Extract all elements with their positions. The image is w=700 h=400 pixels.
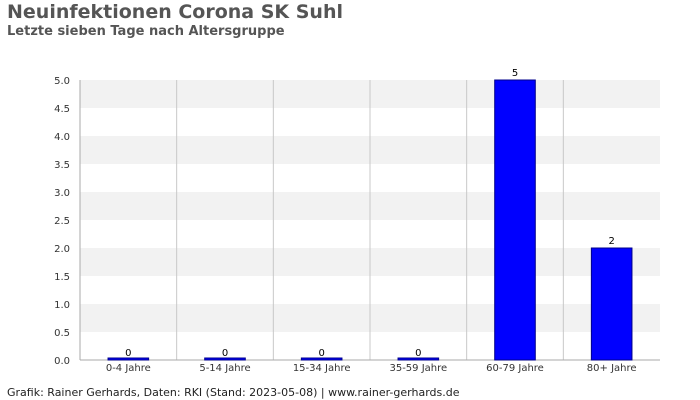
y-tick-label: 2.0 — [54, 244, 70, 255]
chart-subtitle: Letzte sieben Tage nach Altersgruppe — [7, 24, 285, 39]
x-tick-label: 15-34 Jahre — [293, 363, 351, 374]
y-tick-label: 5.0 — [54, 76, 70, 87]
bar-value-label: 0 — [318, 348, 324, 359]
y-tick-label: 4.5 — [54, 104, 70, 115]
bar-value-label: 5 — [512, 68, 518, 79]
bar — [204, 357, 246, 361]
bar-value-label: 2 — [608, 236, 614, 247]
x-tick-label: 80+ Jahre — [587, 363, 637, 374]
bar — [590, 247, 633, 361]
y-tick-label: 2.5 — [54, 216, 70, 227]
y-tick-label: 4.0 — [54, 132, 70, 143]
x-tick-label: 35-59 Jahre — [389, 363, 447, 374]
y-tick-label: 1.0 — [54, 300, 70, 311]
x-tick-label: 60-79 Jahre — [486, 363, 544, 374]
bar — [397, 357, 440, 361]
y-tick-label: 3.5 — [54, 160, 70, 171]
bar-value-label: 0 — [125, 348, 131, 359]
y-tick-label: 0.5 — [54, 328, 70, 339]
y-tick-label: 1.5 — [54, 272, 70, 283]
y-tick-label: 0.0 — [54, 356, 70, 367]
bar — [107, 357, 150, 361]
x-tick-label: 0-4 Jahre — [106, 363, 151, 374]
chart-title: Neuinfektionen Corona SK Suhl — [7, 1, 343, 23]
bar — [300, 357, 343, 361]
x-tick-label: 5-14 Jahre — [199, 363, 250, 374]
bar — [494, 79, 536, 361]
y-tick-label: 3.0 — [54, 188, 70, 199]
footer-credit: Grafik: Rainer Gerhards, Daten: RKI (Sta… — [7, 386, 460, 399]
bar-value-label: 0 — [415, 348, 421, 359]
bar-value-label: 0 — [222, 348, 228, 359]
